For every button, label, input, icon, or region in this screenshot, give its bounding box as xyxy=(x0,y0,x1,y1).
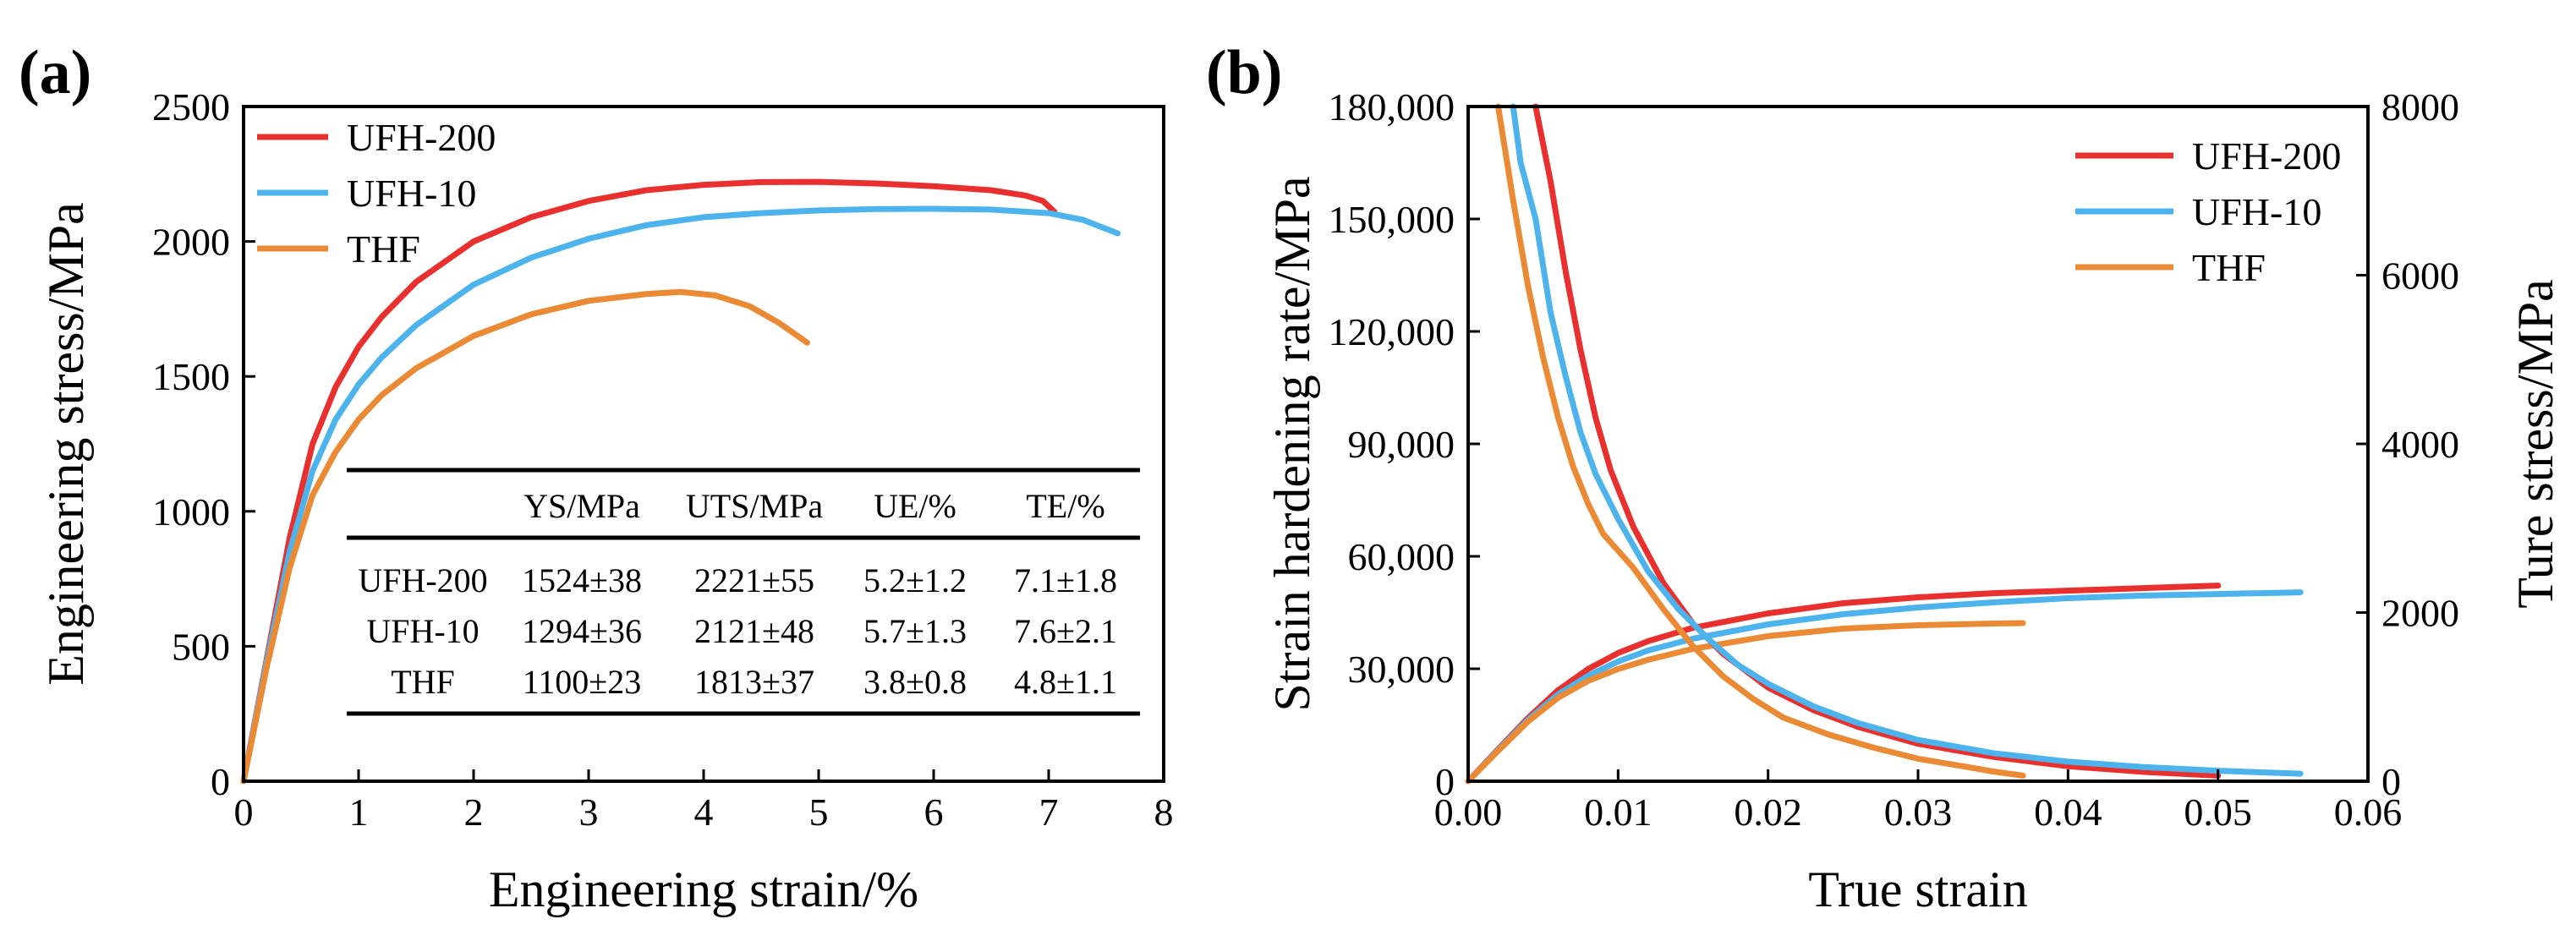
curve-a-thf xyxy=(240,288,810,785)
x-tick-label-b: 0.00 xyxy=(1434,791,1503,834)
x-tick-label-b: 0.04 xyxy=(2034,791,2102,834)
x-tick-label-b: 0.02 xyxy=(1734,791,1802,834)
y2-tick-label-b: 4000 xyxy=(2381,423,2459,466)
x-axis-title-a: Engineering strain/% xyxy=(489,862,918,917)
table-cell: 2221±55 xyxy=(694,561,814,599)
x-tick-label-a: 0 xyxy=(234,791,254,834)
table-cell: 2121±48 xyxy=(694,612,814,650)
y-tick-label-b: 30,000 xyxy=(1348,648,1455,691)
panel-a: (a) YS/MPa UTS/MPa UE/% TE/% UFH-200 1524±38 2… xyxy=(19,38,1174,917)
table-cell: 1294±36 xyxy=(522,612,642,650)
stress-curve-b-thf xyxy=(1465,620,2026,785)
x-axis-title-b: True strain xyxy=(1808,862,2027,917)
x-tick-label-a: 3 xyxy=(579,791,599,834)
legend-b: UFH-200 UFH-10 THF xyxy=(2075,134,2341,289)
table-cell: UFH-10 xyxy=(366,612,479,650)
y-tick-label-b: 90,000 xyxy=(1348,423,1455,466)
hardening-curve-b-ufh-10 xyxy=(1510,103,2304,777)
table-cell: 3.8±0.8 xyxy=(863,663,967,701)
x-tick-label-a: 2 xyxy=(464,791,484,834)
y-tick-label-b: 120,000 xyxy=(1329,310,1455,353)
y2-axis-title-b: Ture stress/MPa xyxy=(2507,279,2563,609)
curve-a-ufh-10 xyxy=(240,205,1121,785)
legend-a-label-thf: THF xyxy=(347,227,420,271)
y-tick-label-a: 500 xyxy=(172,625,230,668)
x-tick-label-a: 5 xyxy=(809,791,829,834)
y2-tick-label-b: 8000 xyxy=(2381,85,2459,129)
legend-b-label-thf: THF xyxy=(2192,246,2266,289)
x-tick-label-a: 8 xyxy=(1154,791,1174,834)
x-tick-label-b: 0.03 xyxy=(1884,791,1953,834)
y-tick-label-a: 2500 xyxy=(152,85,230,129)
y-axis-title-a: Engineering stress/MPa xyxy=(38,202,94,686)
y-tick-label-a: 0 xyxy=(211,760,230,803)
curve-a-ufh-200 xyxy=(240,178,1058,785)
properties-table: YS/MPa UTS/MPa UE/% TE/% UFH-200 1524±38 2221±… xyxy=(347,468,1140,716)
table-cell: 5.7±1.3 xyxy=(863,612,967,650)
y-tick-label-b: 150,000 xyxy=(1329,198,1455,241)
y-tick-label-a: 1000 xyxy=(152,490,230,533)
panel-a-label: (a) xyxy=(19,38,91,107)
table-header-cell: UE/% xyxy=(874,487,956,525)
legend-a-label-ufh-200: UFH-200 xyxy=(347,116,496,159)
table-cell: THF xyxy=(391,663,455,701)
y-tick-label-b: 180,000 xyxy=(1329,85,1455,129)
y2-tick-label-b: 6000 xyxy=(2381,254,2459,298)
table-header-cell: YS/MPa xyxy=(523,487,640,525)
y-axis-title-b: Strain hardening rate/MPa xyxy=(1264,176,1320,711)
legend-a-label-ufh-10: UFH-10 xyxy=(347,172,476,215)
table-header-cell: UTS/MPa xyxy=(686,487,823,525)
x-tick-label-a: 6 xyxy=(924,791,944,834)
x-tick-label-b: 0.06 xyxy=(2334,791,2403,834)
table-cell: UFH-200 xyxy=(358,561,487,599)
panel-b-label: (b) xyxy=(1206,38,1282,107)
panel-b: (b) UFH-200 UFH-10 THF 0.00 0.01 0.02 0.03 0.0… xyxy=(1206,38,2563,917)
y-tick-label-a: 1500 xyxy=(152,355,230,398)
table-cell: 1813±37 xyxy=(694,663,814,701)
y-tick-label-a: 2000 xyxy=(152,221,230,264)
x-tick-label-a: 1 xyxy=(349,791,369,834)
table-cell: 5.2±1.2 xyxy=(863,561,967,599)
y-tick-label-b: 60,000 xyxy=(1348,535,1455,578)
y2-tick-label-b: 2000 xyxy=(2381,592,2459,635)
table-cell: 7.1±1.8 xyxy=(1014,561,1117,599)
table-cell: 4.8±1.1 xyxy=(1014,663,1117,701)
x-tick-label-b: 0.05 xyxy=(2184,791,2252,834)
hardening-curve-b-ufh-200 xyxy=(1532,103,2222,779)
legend-b-label-ufh-200: UFH-200 xyxy=(2192,134,2341,178)
table-cell: 1524±38 xyxy=(522,561,642,599)
table-cell: 1100±23 xyxy=(523,663,641,701)
legend-b-label-ufh-10: UFH-10 xyxy=(2192,190,2321,233)
x-tick-label-b: 0.01 xyxy=(1584,791,1652,834)
table-header-cell: TE/% xyxy=(1026,487,1104,525)
hardening-curve-b-thf xyxy=(1495,103,2026,779)
x-tick-label-a: 7 xyxy=(1039,791,1059,834)
y2-tick-label-b: 0 xyxy=(2381,760,2401,803)
x-tick-label-a: 4 xyxy=(694,791,714,834)
legend-a: UFH-200 UFH-10 THF xyxy=(257,116,496,271)
y-tick-label-b: 0 xyxy=(1435,760,1455,803)
table-cell: 7.6±2.1 xyxy=(1014,612,1117,650)
